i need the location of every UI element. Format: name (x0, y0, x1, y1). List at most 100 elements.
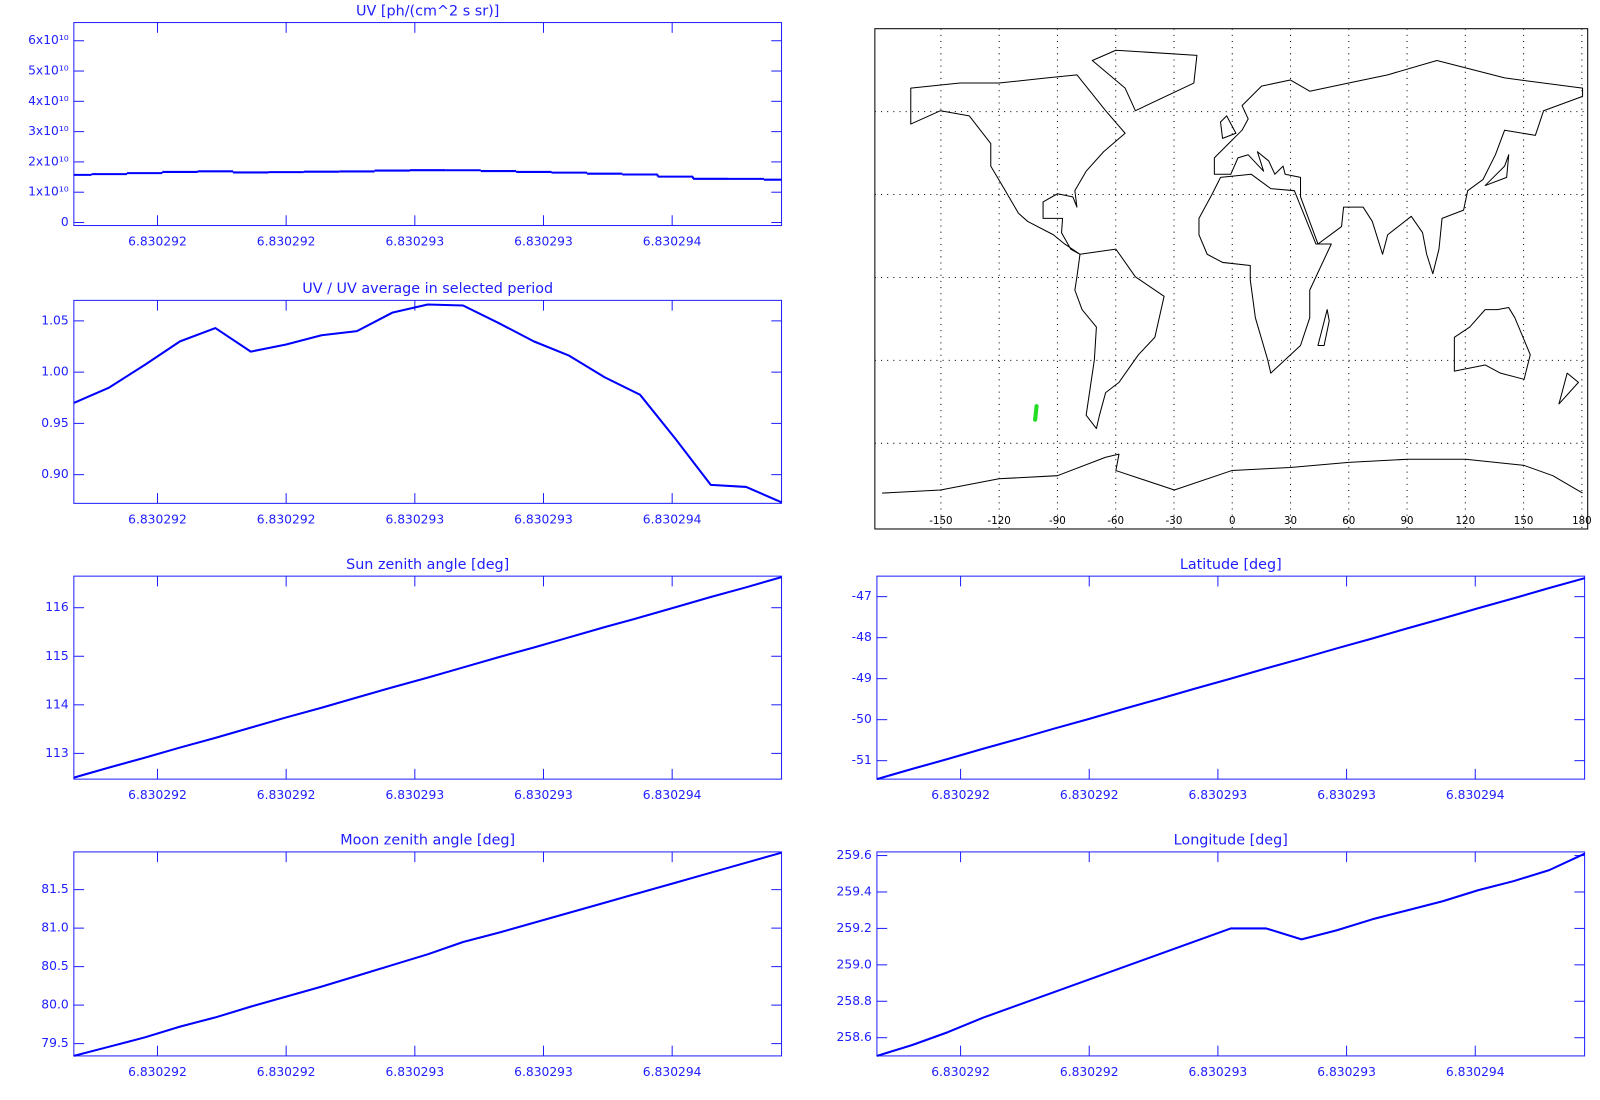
map-frame (874, 28, 1589, 530)
longitude-label: 60 (1342, 515, 1355, 527)
antarctica (882, 453, 1583, 494)
north-america (910, 74, 1126, 255)
x-tick-label: 6.830292 (931, 1065, 990, 1079)
y-tick-label: 3x10¹⁰ (28, 124, 69, 138)
data-line (73, 576, 782, 779)
x-tick-label: 6.830292 (128, 512, 187, 526)
y-tick-label: 115 (45, 649, 68, 663)
longitude-label: 150 (1514, 515, 1534, 527)
x-tick-label: 6.830292 (128, 788, 187, 802)
data-line (73, 851, 782, 1057)
x-tick-label: 6.830292 (1060, 788, 1119, 802)
longitude-label: 180 (1572, 515, 1592, 527)
y-tick-label: 5x10¹⁰ (28, 64, 69, 78)
x-tick-label: 6.830292 (257, 234, 316, 248)
japan (1484, 154, 1510, 187)
y-tick-label: 79.5 (41, 1036, 68, 1050)
y-tick-label: 114 (45, 697, 69, 711)
x-tick-label: 6.830294 (643, 788, 702, 802)
x-tick-label: 6.830294 (643, 1065, 702, 1079)
x-tick-label: 6.830292 (257, 788, 316, 802)
x-tick-label: 6.830293 (385, 234, 444, 248)
x-tick-label: 6.830293 (514, 234, 573, 248)
y-tick-label: 81.0 (41, 921, 68, 935)
data-line (73, 303, 782, 504)
longitude-label: -30 (1166, 515, 1183, 527)
britain (1219, 115, 1237, 139)
eurasia (1213, 59, 1584, 275)
x-tick-label: 6.830294 (643, 234, 702, 248)
x-tick-label: 6.830292 (257, 512, 316, 526)
australia (1453, 307, 1531, 380)
y-tick-label: 0.90 (41, 467, 68, 481)
plot-frame (73, 575, 783, 780)
x-tick-label: 6.830292 (128, 234, 187, 248)
y-tick-label: 113 (45, 746, 68, 760)
plot-frame (876, 851, 1586, 1057)
data-line (876, 852, 1586, 1057)
x-tick-label: 6.830293 (385, 1065, 444, 1079)
plot-frame (876, 575, 1586, 780)
x-tick-label: 6.830293 (1317, 788, 1376, 802)
x-tick-label: 6.830293 (514, 1065, 573, 1079)
x-tick-label: 6.830294 (1446, 1065, 1505, 1079)
data-line (876, 577, 1585, 781)
x-tick-label: 6.830293 (1317, 1065, 1376, 1079)
chart-title: UV / UV average in selected period (302, 281, 553, 297)
longitude-label: -90 (1049, 515, 1066, 527)
africa (1198, 173, 1332, 374)
x-tick-label: 6.830294 (1446, 788, 1505, 802)
data-line (1033, 404, 1039, 422)
longitude-label: -120 (988, 515, 1011, 527)
y-tick-label: 0.95 (41, 416, 68, 430)
longitude-label: 120 (1456, 515, 1476, 527)
y-tick-label: 1.00 (41, 365, 68, 379)
x-tick-label: 6.830293 (385, 788, 444, 802)
y-tick-label: 116 (45, 600, 69, 614)
x-tick-label: 6.830292 (931, 788, 990, 802)
longitude-label: 90 (1401, 515, 1414, 527)
y-tick-label: 258.6 (837, 1030, 872, 1044)
y-tick-label: -49 (852, 671, 872, 685)
x-tick-label: 6.830293 (514, 788, 573, 802)
y-tick-label: -51 (852, 753, 872, 767)
y-tick-label: -48 (852, 630, 872, 644)
longitude-label: -150 (929, 515, 952, 527)
y-tick-label: 259.6 (837, 848, 872, 862)
y-tick-label: 6x10¹⁰ (28, 33, 69, 47)
x-tick-label: 6.830293 (1189, 788, 1248, 802)
chart-title: Moon zenith angle [deg] (340, 833, 515, 849)
longitude-label: 30 (1284, 515, 1297, 527)
x-tick-label: 6.830293 (1189, 1065, 1248, 1079)
x-tick-label: 6.830292 (257, 1065, 316, 1079)
x-tick-label: 6.830293 (514, 512, 573, 526)
y-tick-label: 0 (61, 215, 69, 229)
chart-title: Longitude [deg] (1174, 833, 1288, 849)
y-tick-label: 81.5 (41, 882, 68, 896)
y-tick-label: 259.4 (837, 884, 872, 898)
plot-frame (73, 22, 783, 227)
coastlines (882, 49, 1584, 494)
y-tick-label: 1.05 (41, 313, 68, 327)
chart-title: Latitude [deg] (1180, 557, 1282, 573)
y-tick-label: 259.0 (837, 957, 872, 971)
y-tick-label: -47 (852, 589, 872, 603)
plot-frame (73, 851, 783, 1057)
y-tick-label: -50 (852, 712, 872, 726)
y-tick-label: 2x10¹⁰ (28, 154, 69, 168)
south-america (1074, 248, 1165, 430)
y-tick-label: 4x10¹⁰ (28, 94, 69, 108)
y-tick-label: 1x10¹⁰ (28, 185, 69, 199)
y-tick-label: 80.5 (41, 959, 68, 973)
x-tick-label: 6.830294 (643, 512, 702, 526)
madagascar (1317, 309, 1330, 346)
y-tick-label: 259.2 (837, 921, 872, 935)
chart-title: Sun zenith angle [deg] (346, 557, 509, 573)
longitude-label: -60 (1107, 515, 1124, 527)
x-tick-label: 6.830293 (385, 512, 444, 526)
greenland (1091, 49, 1198, 112)
